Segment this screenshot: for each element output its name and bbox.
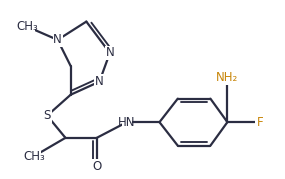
Text: NH₂: NH₂: [216, 71, 239, 84]
Text: F: F: [257, 116, 263, 129]
Text: CH₃: CH₃: [23, 150, 45, 163]
Bar: [42, 108, 52, 123]
Bar: [21, 20, 35, 34]
Bar: [122, 115, 132, 129]
Bar: [220, 70, 235, 85]
Text: N: N: [105, 46, 114, 59]
Text: O: O: [92, 160, 101, 173]
Text: N: N: [95, 75, 104, 88]
Bar: [255, 115, 265, 129]
Bar: [27, 149, 41, 163]
Text: CH₃: CH₃: [17, 20, 38, 33]
Bar: [105, 46, 115, 60]
Text: HN: HN: [118, 116, 136, 129]
Bar: [92, 159, 102, 174]
Bar: [94, 74, 104, 89]
Text: N: N: [53, 33, 62, 46]
Text: S: S: [44, 109, 51, 122]
Bar: [53, 33, 63, 47]
